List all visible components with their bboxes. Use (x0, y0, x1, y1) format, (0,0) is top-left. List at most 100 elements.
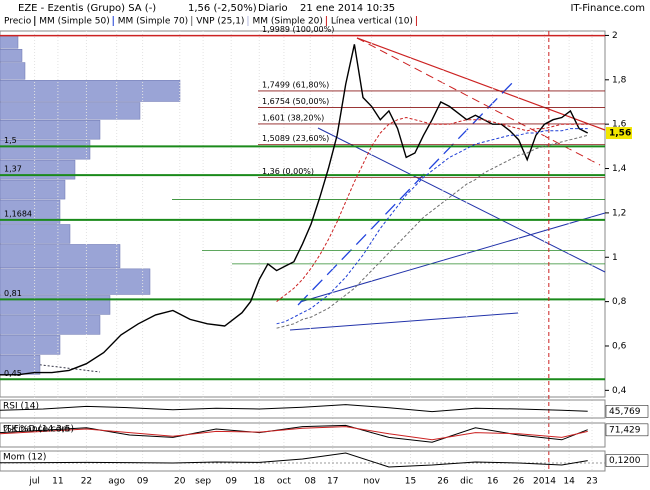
legend-label: MM (Simple 50) (39, 17, 109, 27)
legend-label: %D (14 3,5) (20, 425, 74, 435)
fib-label: 1,601 (38,20%) (262, 113, 324, 122)
y-tick-label: 1,8 (612, 75, 627, 85)
volume-bar (0, 295, 111, 315)
volume-bar (0, 48, 23, 62)
volume-bar (0, 179, 66, 200)
x-tick-label: 09 (137, 477, 149, 487)
x-tick-label: jul (28, 477, 40, 487)
y-tick-label: 1,4 (612, 164, 627, 174)
x-tick-label: 20 (174, 477, 186, 487)
y-tick-label: 1 (612, 253, 618, 263)
x-tick-label: 11 (52, 477, 63, 487)
last-value-label: 45,769 (609, 407, 641, 417)
series-line (276, 134, 588, 329)
y-tick-label: 1,2 (612, 208, 626, 218)
last-value-box (605, 405, 649, 418)
legend-sep (34, 16, 36, 26)
legend-label: MM (Simple 70) (118, 17, 188, 27)
fib-label: 1,5089 (23,60%) (262, 134, 329, 143)
volume-bar (0, 244, 121, 269)
x-tick-label: 08 (305, 477, 317, 487)
x-tick-label: sep (195, 477, 211, 487)
fib-label: 1,6754 (50,00%) (262, 97, 329, 106)
legend-sep (191, 16, 193, 26)
volume-bar (0, 62, 26, 80)
last-price-box (606, 127, 632, 140)
y-tick-label: 0,8 (612, 297, 627, 307)
legend-label: %K (3, 425, 19, 435)
date: 21 ene 2014 10:35 (300, 3, 395, 14)
volume-bar (0, 119, 101, 140)
volume-bar (0, 80, 181, 102)
legend-sep (247, 16, 249, 26)
y-tick-label: 1,6 (612, 120, 627, 130)
last-value-box (605, 454, 649, 467)
trendline (289, 312, 519, 331)
last-value-label: 0,1200 (609, 456, 641, 466)
series-line (0, 426, 588, 441)
trendline (356, 37, 601, 166)
x-tick-label: nov (363, 477, 380, 487)
panel-title: Mom (12) (3, 453, 46, 463)
x-tick-label: 26 (437, 477, 449, 487)
fib-label: 1,7499 (61,80%) (262, 80, 329, 89)
panel-title: IT-Finance.com (3, 425, 70, 435)
x-tick-label: 18 (254, 477, 266, 487)
fib-label: 1,9989 (100,00%) (262, 25, 334, 34)
level-label: 0,81 (4, 289, 22, 298)
trendline (317, 127, 606, 273)
x-tick-label: 16 (487, 477, 499, 487)
panel-frame (0, 450, 606, 472)
volume-bar (0, 199, 61, 224)
level-label: 1,1684 (4, 209, 32, 218)
y-tick-label: 2 (612, 31, 618, 41)
volume-bar (0, 268, 151, 295)
main-frame (0, 30, 606, 398)
legend-sep (325, 16, 327, 26)
legend-label: MM (Simple 20) (252, 17, 322, 27)
trendline (299, 212, 606, 303)
x-tick-label: dic (460, 477, 473, 487)
volume-bar (0, 335, 61, 355)
series-line (0, 404, 588, 413)
source: IT-Finance.com (570, 3, 645, 14)
last-price-label: 1,56 (609, 129, 631, 139)
series-line (0, 44, 589, 376)
x-tick-label: 14 (563, 477, 575, 487)
level-label: 0,45 (4, 369, 22, 378)
period: Diario (258, 3, 288, 14)
panel-frame (0, 422, 606, 448)
panel-title: RSI (14) (3, 402, 39, 412)
x-tick-label: 26 (513, 477, 525, 487)
y-tick-label: 0,6 (612, 341, 627, 351)
x-tick-label: 15 (405, 477, 416, 487)
last-value-box (605, 423, 649, 437)
x-tick-label: 22 (81, 477, 92, 487)
level-label: 1,5 (4, 136, 17, 145)
x-tick-label: oct (277, 477, 291, 487)
legend-sep (112, 16, 114, 26)
x-tick-label: 2014 (533, 477, 556, 487)
series-line (276, 116, 588, 302)
trendline (356, 37, 606, 131)
legend-label: Precio (4, 17, 32, 27)
series-line (276, 128, 588, 325)
volume-bar (0, 35, 19, 49)
volume-bar (0, 102, 141, 120)
chart-title: EZE - Ezentis (Grupo) SA (-) (18, 3, 156, 14)
legend-label: VNP (25,1) (196, 17, 244, 27)
y-tick-label: 0,4 (612, 386, 627, 396)
panel-frame (0, 399, 606, 419)
x-tick-label: ago (108, 477, 125, 487)
volume-bar (0, 139, 91, 160)
series-line (0, 452, 588, 468)
x-tick-label: 17 (327, 477, 338, 487)
x-tick-label: 09 (225, 477, 237, 487)
fib-label: 1,36 (0,00%) (262, 167, 314, 176)
legend-label: Línea vertical (10) (331, 17, 413, 27)
x-tick-label: 23 (586, 477, 597, 487)
volume-bar (0, 315, 101, 335)
last-value-label: 71,429 (609, 425, 641, 435)
volume-bar (0, 224, 71, 244)
